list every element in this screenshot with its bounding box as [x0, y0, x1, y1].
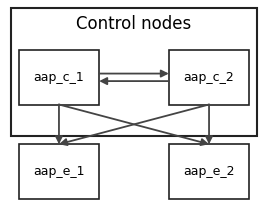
- Text: aap_c_1: aap_c_1: [34, 71, 84, 84]
- Bar: [169, 50, 249, 104]
- Text: aap_e_2: aap_e_2: [183, 165, 235, 178]
- Text: aap_c_2: aap_c_2: [184, 71, 234, 84]
- Text: Control nodes: Control nodes: [76, 15, 192, 33]
- Bar: [19, 144, 99, 199]
- Bar: [19, 50, 99, 104]
- Bar: [11, 8, 257, 136]
- Bar: [169, 144, 249, 199]
- Text: aap_e_1: aap_e_1: [33, 165, 85, 178]
